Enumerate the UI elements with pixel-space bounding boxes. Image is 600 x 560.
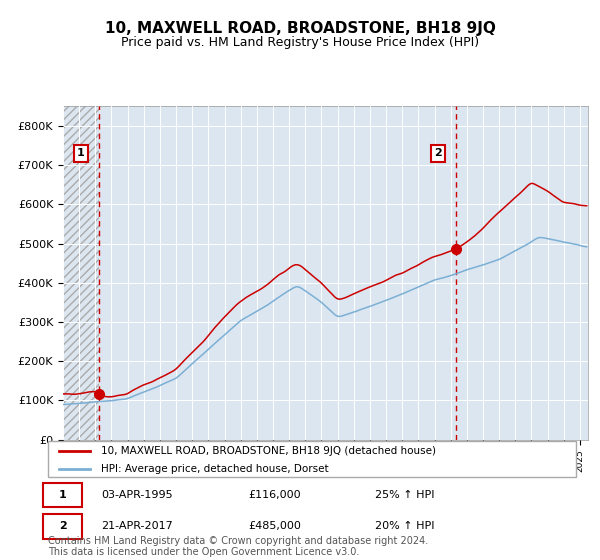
Text: £485,000: £485,000: [248, 521, 302, 531]
Text: £116,000: £116,000: [248, 490, 301, 500]
FancyBboxPatch shape: [43, 514, 82, 539]
Text: Price paid vs. HM Land Registry's House Price Index (HPI): Price paid vs. HM Land Registry's House …: [121, 36, 479, 49]
Text: 2: 2: [59, 521, 67, 531]
Text: 03-APR-1995: 03-APR-1995: [101, 490, 172, 500]
Text: 1: 1: [77, 148, 85, 158]
FancyBboxPatch shape: [48, 441, 576, 477]
Text: HPI: Average price, detached house, Dorset: HPI: Average price, detached house, Dors…: [101, 464, 328, 474]
FancyBboxPatch shape: [43, 483, 82, 507]
Text: 10, MAXWELL ROAD, BROADSTONE, BH18 9JQ: 10, MAXWELL ROAD, BROADSTONE, BH18 9JQ: [104, 21, 496, 36]
Text: 21-APR-2017: 21-APR-2017: [101, 521, 173, 531]
Text: 20% ↑ HPI: 20% ↑ HPI: [376, 521, 435, 531]
Text: Contains HM Land Registry data © Crown copyright and database right 2024.
This d: Contains HM Land Registry data © Crown c…: [48, 535, 428, 557]
Text: 25% ↑ HPI: 25% ↑ HPI: [376, 490, 435, 500]
Text: 10, MAXWELL ROAD, BROADSTONE, BH18 9JQ (detached house): 10, MAXWELL ROAD, BROADSTONE, BH18 9JQ (…: [101, 446, 436, 456]
Text: 2: 2: [434, 148, 442, 158]
Text: 1: 1: [59, 490, 67, 500]
